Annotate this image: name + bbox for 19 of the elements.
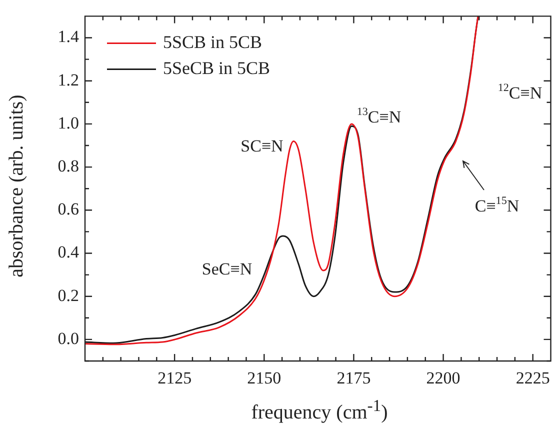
y-tick-label: 0.2 (58, 286, 79, 305)
y-tick-label: 1.4 (58, 27, 80, 46)
x-tick-label: 2225 (516, 368, 550, 388)
y-tick-label: 0.6 (58, 200, 79, 219)
x-tick-label: 2125 (158, 368, 192, 388)
legend-label: 5SeCB in 5CB (163, 58, 270, 78)
y-tick-label: 0.8 (58, 156, 79, 176)
x-axis-title: frequency (cm$^{-1}$) (250, 396, 389, 425)
annotation: SC≡N (240, 136, 284, 156)
y-axis-title: absorbance (arb. units) (6, 94, 28, 278)
y-tick-label: 1.0 (58, 113, 79, 132)
x-tick-label: 2175 (336, 368, 371, 388)
y-tick-label: 0.0 (58, 328, 79, 348)
y-tick-label: 1.2 (58, 70, 79, 90)
legend-label: 5SCB in 5CB (163, 32, 262, 52)
annotation: SeC≡N (202, 259, 252, 278)
x-tick-label: 2150 (247, 368, 282, 388)
y-tick-label: 0.4 (58, 242, 80, 262)
x-tick-label: 2200 (426, 368, 460, 388)
